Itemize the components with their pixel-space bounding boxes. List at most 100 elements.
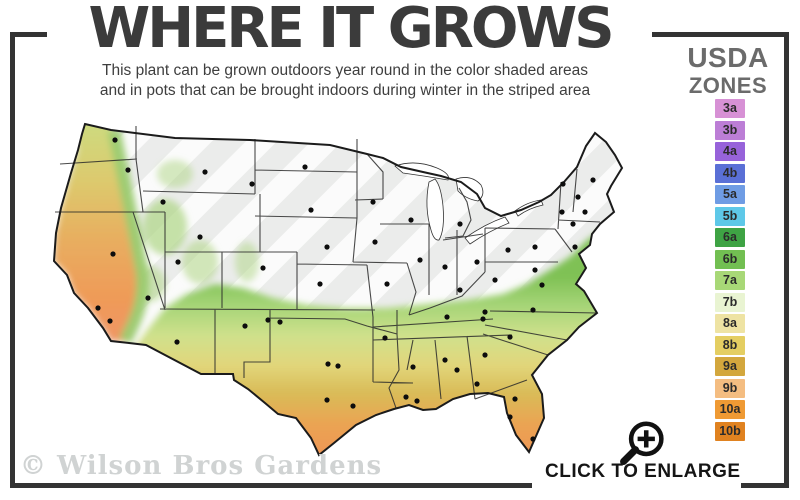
city-dot bbox=[532, 244, 538, 250]
city-dot bbox=[480, 316, 486, 322]
city-dot bbox=[532, 267, 538, 273]
usda-zone-map[interactable] bbox=[15, 112, 670, 462]
city-dot bbox=[507, 414, 513, 420]
legend-title-usda: USDA bbox=[687, 42, 769, 73]
city-dots bbox=[95, 137, 596, 442]
zone-chip-6a: 6a bbox=[715, 228, 745, 247]
zone-chip-7a: 7a bbox=[715, 271, 745, 290]
click-to-enlarge-label[interactable]: CLICK TO ENLARGE bbox=[545, 461, 741, 482]
frame-border-top-right bbox=[652, 32, 789, 37]
subtitle-line-1: This plant can be grown outdoors year ro… bbox=[102, 62, 588, 79]
city-dot bbox=[457, 287, 463, 293]
zone-chip-5a: 5a bbox=[715, 185, 745, 204]
zone-chip-10a: 10a bbox=[715, 400, 745, 419]
city-dot bbox=[260, 265, 266, 271]
city-dot bbox=[457, 221, 463, 227]
lake-erie bbox=[464, 216, 510, 245]
city-dot bbox=[324, 397, 330, 403]
city-dot bbox=[384, 281, 390, 287]
watermark: © Wilson Bros Gardens bbox=[20, 451, 383, 481]
city-dot bbox=[590, 177, 596, 183]
city-dot bbox=[95, 305, 101, 311]
city-dot bbox=[249, 181, 255, 187]
city-dot bbox=[160, 199, 166, 205]
zone-chip-6b: 6b bbox=[715, 249, 745, 269]
city-dot bbox=[372, 239, 378, 245]
city-dot bbox=[414, 398, 420, 404]
map-fill-layers bbox=[54, 124, 622, 455]
city-dot bbox=[417, 257, 423, 263]
city-dot bbox=[575, 194, 581, 200]
city-dot bbox=[442, 264, 448, 270]
frame-border-right bbox=[784, 32, 789, 488]
frame-border-bottom-left bbox=[10, 483, 532, 488]
city-dot bbox=[572, 244, 578, 250]
city-dot bbox=[370, 199, 376, 205]
city-dot bbox=[265, 317, 271, 323]
city-dot bbox=[530, 307, 536, 313]
city-dot bbox=[308, 207, 314, 213]
frame-border-bottom-right bbox=[741, 483, 789, 488]
lake-michigan bbox=[426, 178, 444, 241]
city-dot bbox=[582, 209, 588, 215]
subtitle-line-2: and in pots that can be brought indoors … bbox=[99, 82, 591, 99]
zone-chip-3b: 3b bbox=[715, 120, 745, 140]
city-dot bbox=[507, 334, 513, 340]
city-dot bbox=[482, 352, 488, 358]
city-dot bbox=[242, 323, 248, 329]
city-dot bbox=[408, 217, 414, 223]
city-dot bbox=[454, 367, 460, 373]
city-dot bbox=[570, 221, 576, 227]
city-dot bbox=[410, 364, 416, 370]
zone-chip-10b: 10b bbox=[715, 421, 745, 441]
city-dot bbox=[559, 209, 565, 215]
zone-chip-3a: 3a bbox=[715, 99, 745, 118]
city-dot bbox=[335, 363, 341, 369]
mountain-green-patch bbox=[182, 240, 218, 284]
city-dot bbox=[444, 314, 450, 320]
city-dot bbox=[145, 295, 151, 301]
mountain-green-patch bbox=[157, 160, 193, 188]
city-dot bbox=[512, 396, 518, 402]
zone-list: 3a 3b 4a 4b 5a 5b 6a 6b 7a 7b 8a 8b 9a 9b 10a 10b bbox=[700, 99, 760, 443]
zone-chip-4a: 4a bbox=[715, 142, 745, 161]
city-dot bbox=[317, 281, 323, 287]
city-dot bbox=[325, 361, 331, 367]
state-borders bbox=[55, 126, 601, 409]
map-svg[interactable] bbox=[15, 112, 670, 462]
legend-title: USDA ZONES bbox=[672, 44, 784, 97]
city-dot bbox=[403, 394, 409, 400]
city-dot bbox=[110, 251, 116, 257]
city-dot bbox=[197, 234, 203, 240]
page-title: WHERE IT GROWS bbox=[88, 0, 614, 61]
frame-border-left bbox=[10, 32, 15, 488]
city-dot bbox=[382, 335, 388, 341]
city-dot bbox=[324, 244, 330, 250]
zone-chip-7b: 7b bbox=[715, 292, 745, 312]
zone-chip-5b: 5b bbox=[715, 206, 745, 226]
legend-title-zones: ZONES bbox=[688, 73, 768, 98]
city-dot bbox=[175, 259, 181, 265]
city-dot bbox=[505, 247, 511, 253]
mountain-green-patch bbox=[235, 242, 259, 282]
city-dot bbox=[277, 319, 283, 325]
city-dot bbox=[107, 318, 113, 324]
city-dot bbox=[112, 137, 118, 143]
city-dot bbox=[539, 282, 545, 288]
city-dot bbox=[350, 403, 356, 409]
city-dot bbox=[202, 169, 208, 175]
zone-chip-4b: 4b bbox=[715, 163, 745, 183]
city-dot bbox=[125, 167, 131, 173]
city-dot bbox=[442, 357, 448, 363]
city-dot bbox=[174, 339, 180, 345]
city-dot bbox=[474, 259, 480, 265]
inland-green-edge bbox=[107, 128, 150, 345]
city-dot bbox=[482, 309, 488, 315]
zone-chip-8b: 8b bbox=[715, 335, 745, 355]
city-dot bbox=[474, 381, 480, 387]
city-dot bbox=[302, 164, 308, 170]
zone-chip-9a: 9a bbox=[715, 357, 745, 376]
city-dot bbox=[492, 277, 498, 283]
city-dot bbox=[560, 181, 566, 187]
magnifier-plus-icon[interactable] bbox=[616, 414, 670, 468]
